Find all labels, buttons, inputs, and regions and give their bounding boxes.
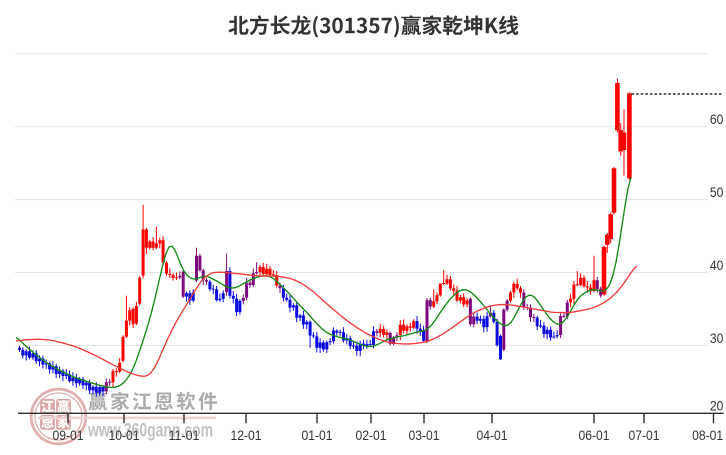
svg-text:30: 30: [710, 330, 724, 346]
svg-text:60: 60: [710, 111, 724, 127]
svg-text:07-01: 07-01: [629, 427, 660, 443]
svg-text:02-01: 02-01: [356, 427, 387, 443]
svg-text:20: 20: [710, 398, 724, 414]
svg-text:03-01: 03-01: [409, 427, 440, 443]
svg-text:06-01: 06-01: [579, 427, 610, 443]
svg-text:12-01: 12-01: [231, 427, 262, 443]
svg-text:www.360gann.com: www.360gann.com: [87, 420, 213, 442]
svg-text:09-01: 09-01: [53, 427, 84, 443]
svg-text:50: 50: [710, 184, 724, 200]
svg-text:11-01: 11-01: [169, 427, 200, 443]
svg-text:10-01: 10-01: [109, 427, 140, 443]
svg-text:40: 40: [710, 257, 724, 273]
svg-text:01-01: 01-01: [302, 427, 333, 443]
svg-text:04-01: 04-01: [477, 427, 508, 443]
svg-text:08-01: 08-01: [692, 427, 723, 443]
